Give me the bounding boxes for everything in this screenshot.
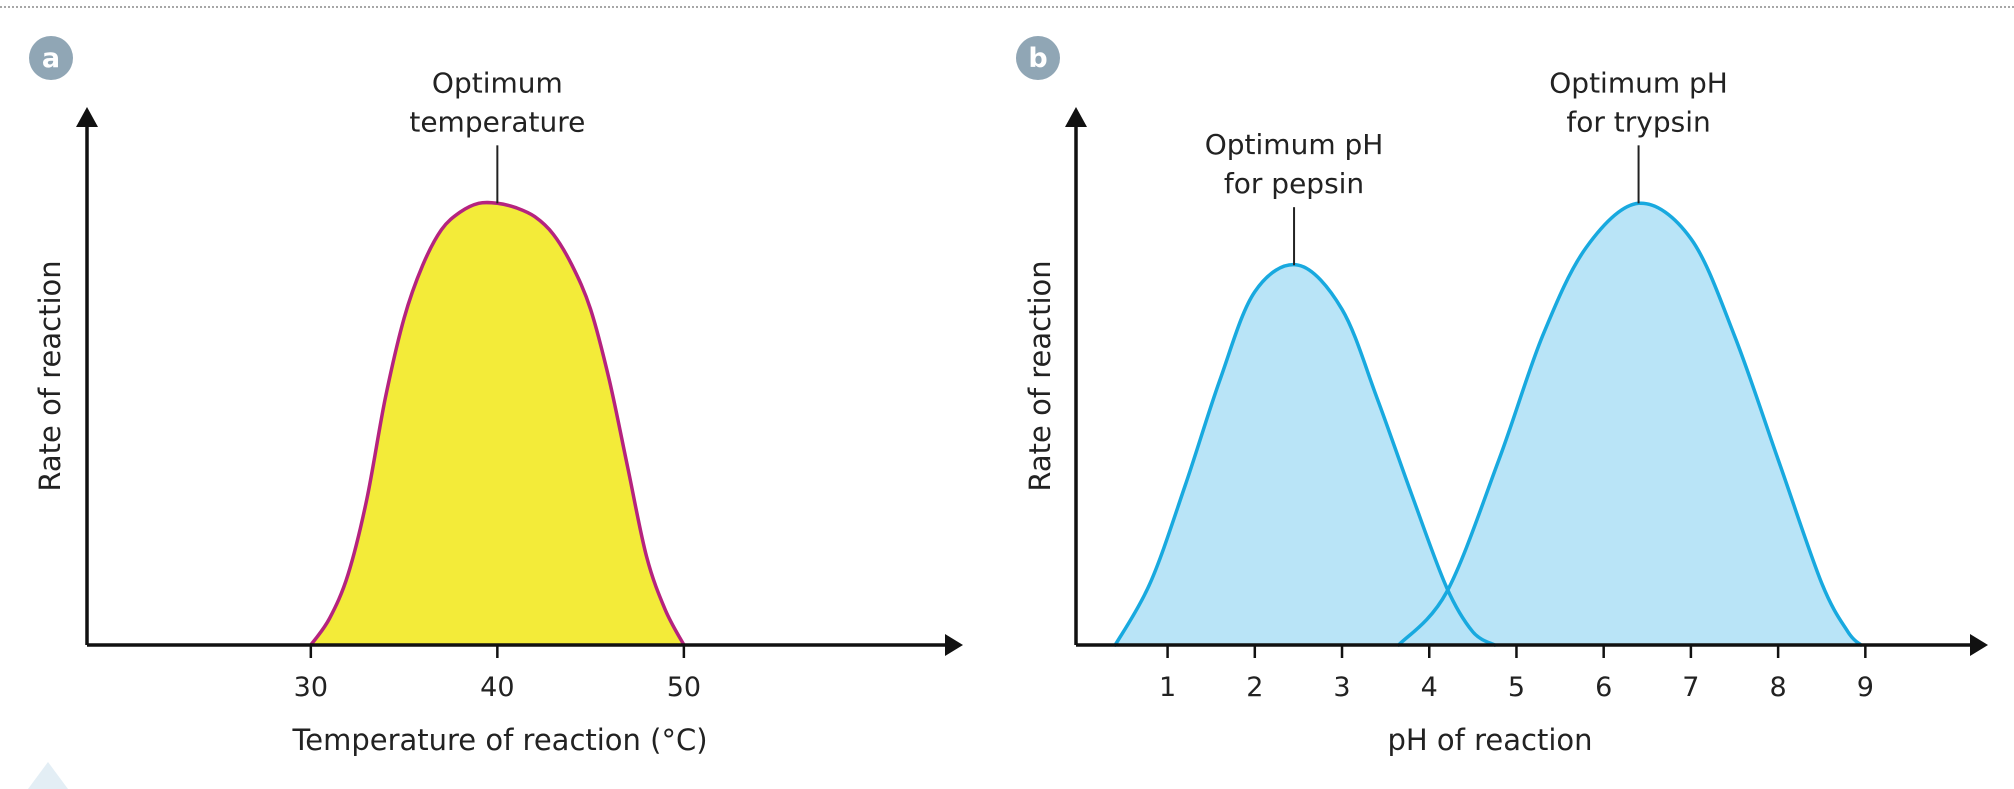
curve-fill-b-1 — [1115, 264, 1495, 645]
annotation-text-b-2-2: for trypsin — [1566, 105, 1710, 138]
x-tick-label-b-3: 3 — [1333, 672, 1350, 703]
x-tick-label-b-6: 6 — [1595, 672, 1612, 703]
plot-area-a: 30 40 50 Optimum temperature — [76, 66, 963, 703]
x-axis-arrow-a — [945, 634, 963, 656]
panel-badge-label-b: b — [1028, 43, 1047, 74]
panel-badge-label-a: a — [42, 43, 60, 74]
x-tick-label-a-50: 50 — [667, 672, 701, 703]
x-axis-title-a: Temperature of reaction (°C) — [291, 723, 707, 757]
x-axis-title-b: pH of reaction — [1388, 723, 1593, 757]
annotation-text-b-1-1: Optimum pH — [1205, 128, 1384, 161]
curve-fill-b-2 — [1398, 203, 1861, 645]
annotation-text-a-1-1: Optimum — [432, 66, 563, 99]
annotation-text-b-2-1: Optimum pH — [1549, 66, 1728, 99]
y-axis-title-b: Rate of reaction — [1023, 260, 1057, 491]
panel-a: a 30 40 50 Optimum temperature Temperature o… — [29, 36, 963, 757]
panel-badge-a — [29, 36, 73, 80]
x-tick-label-b-5: 5 — [1508, 672, 1525, 703]
x-tick-label-b-4: 4 — [1421, 672, 1438, 703]
curve-line-b-1 — [1113, 262, 1497, 647]
x-tick-label-b-1: 1 — [1159, 672, 1176, 703]
y-axis-arrow-b — [1065, 107, 1087, 127]
curve-fill-a-1 — [310, 202, 684, 646]
x-axis-arrow-b — [1970, 634, 1988, 656]
x-tick-label-a-30: 30 — [294, 672, 328, 703]
x-tick-label-a-40: 40 — [480, 672, 514, 703]
x-tick-label-b-7: 7 — [1682, 672, 1699, 703]
panel-badge-b — [1016, 36, 1060, 80]
y-axis-title-a: Rate of reaction — [33, 260, 67, 491]
annotation-text-a-1-2: temperature — [409, 105, 585, 138]
y-axis-arrow-a — [76, 107, 98, 127]
x-tick-label-b-8: 8 — [1770, 672, 1787, 703]
curve-line-b-2 — [1396, 201, 1863, 647]
x-tick-label-b-2: 2 — [1246, 672, 1263, 703]
corner-triangle-decoration — [28, 762, 68, 789]
annotation-text-b-1-2: for pepsin — [1224, 167, 1364, 200]
plot-area-b: 1 2 3 4 5 6 7 8 9 Optimum pH for pepsin Optimum pH f… — [1065, 66, 1988, 703]
panel-b: b 1 2 3 4 5 6 7 8 9 Optimum pH for pepsin Optimum p… — [1016, 36, 1988, 757]
x-tick-label-b-9: 9 — [1857, 672, 1874, 703]
